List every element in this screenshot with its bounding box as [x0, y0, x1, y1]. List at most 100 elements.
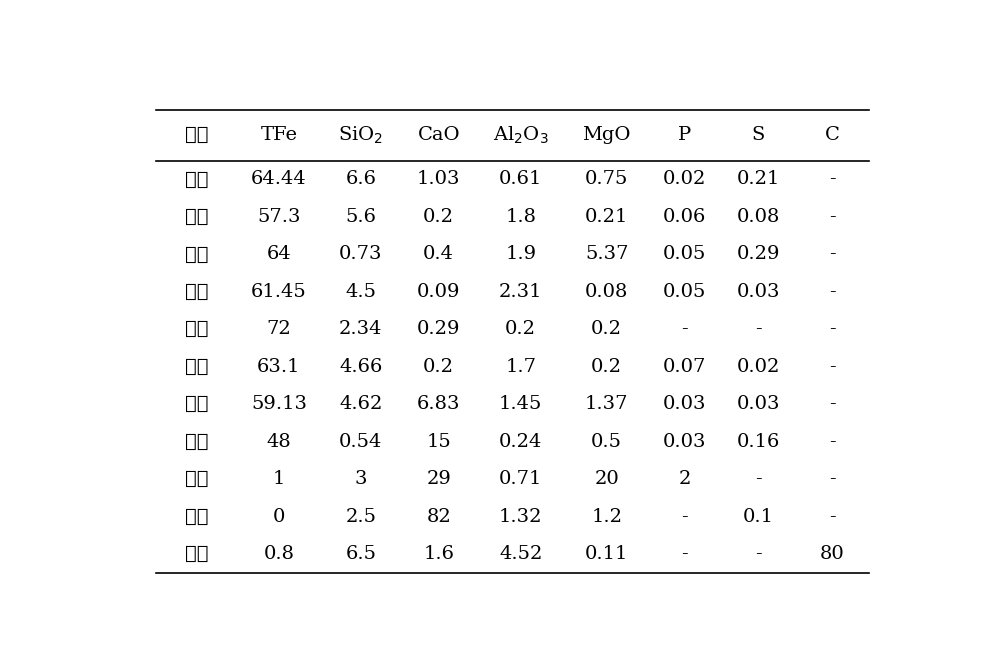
Text: CaO: CaO	[417, 126, 460, 144]
Text: 铁皮: 铁皮	[185, 321, 209, 338]
Text: 0.54: 0.54	[339, 433, 383, 451]
Text: 59.13: 59.13	[251, 395, 307, 413]
Text: 0.29: 0.29	[417, 321, 460, 338]
Text: 0.05: 0.05	[663, 283, 706, 301]
Text: 1: 1	[273, 471, 285, 488]
Text: 4.66: 4.66	[339, 358, 383, 376]
Text: C: C	[825, 126, 840, 144]
Text: 20: 20	[594, 471, 619, 488]
Text: 0.08: 0.08	[585, 283, 628, 301]
Text: 0.24: 0.24	[499, 433, 542, 451]
Text: 2.31: 2.31	[499, 283, 542, 301]
Text: Al$_2$O$_3$: Al$_2$O$_3$	[493, 125, 548, 146]
Text: 国王: 国王	[185, 208, 209, 226]
Text: -: -	[829, 471, 835, 488]
Text: 6.83: 6.83	[417, 395, 460, 413]
Text: -: -	[755, 471, 762, 488]
Text: 72: 72	[267, 321, 291, 338]
Text: 57.3: 57.3	[257, 208, 301, 226]
Text: 0.03: 0.03	[663, 433, 706, 451]
Text: 俄精: 俄精	[185, 245, 209, 264]
Text: 80: 80	[820, 545, 844, 563]
Text: 29: 29	[426, 471, 451, 488]
Text: 1.37: 1.37	[585, 395, 628, 413]
Text: 64.44: 64.44	[251, 171, 307, 188]
Text: 0.05: 0.05	[663, 245, 706, 264]
Text: 1.8: 1.8	[505, 208, 536, 226]
Text: 生灰: 生灰	[185, 508, 209, 525]
Text: 0.2: 0.2	[423, 208, 454, 226]
Text: 2: 2	[678, 471, 691, 488]
Text: 4.62: 4.62	[339, 395, 383, 413]
Text: -: -	[829, 245, 835, 264]
Text: -: -	[681, 508, 688, 525]
Text: 0.5: 0.5	[591, 433, 622, 451]
Text: 5.37: 5.37	[585, 245, 628, 264]
Text: 1.9: 1.9	[505, 245, 536, 264]
Text: 5.6: 5.6	[345, 208, 376, 226]
Text: 1.45: 1.45	[499, 395, 542, 413]
Text: 0.61: 0.61	[499, 171, 542, 188]
Text: 0.2: 0.2	[423, 358, 454, 376]
Text: 63.1: 63.1	[257, 358, 301, 376]
Text: 0.16: 0.16	[737, 433, 780, 451]
Text: 48: 48	[267, 433, 291, 451]
Text: -: -	[829, 395, 835, 413]
Text: 2.34: 2.34	[339, 321, 383, 338]
Text: 0.73: 0.73	[339, 245, 383, 264]
Text: -: -	[829, 283, 835, 301]
Text: 0.8: 0.8	[263, 545, 294, 563]
Text: -: -	[829, 208, 835, 226]
Text: 燃料: 燃料	[185, 545, 209, 563]
Text: 4.5: 4.5	[345, 283, 376, 301]
Text: 0.06: 0.06	[663, 208, 706, 226]
Text: -: -	[829, 171, 835, 188]
Text: 1.2: 1.2	[591, 508, 622, 525]
Text: 1.32: 1.32	[499, 508, 542, 525]
Text: -: -	[681, 321, 688, 338]
Text: 6.5: 6.5	[345, 545, 376, 563]
Text: -: -	[829, 433, 835, 451]
Text: 0: 0	[273, 508, 285, 525]
Text: 1.7: 1.7	[505, 358, 536, 376]
Text: 0.4: 0.4	[423, 245, 454, 264]
Text: 0.2: 0.2	[505, 321, 536, 338]
Text: 0.03: 0.03	[663, 395, 706, 413]
Text: 0.21: 0.21	[737, 171, 780, 188]
Text: 0.29: 0.29	[737, 245, 780, 264]
Text: 0.02: 0.02	[737, 358, 780, 376]
Text: -: -	[829, 508, 835, 525]
Text: 0.1: 0.1	[743, 508, 774, 525]
Text: TFe: TFe	[260, 126, 297, 144]
Text: S: S	[752, 126, 765, 144]
Text: 1.03: 1.03	[417, 171, 460, 188]
Text: 罗伊: 罗伊	[185, 283, 209, 301]
Text: 0.09: 0.09	[417, 283, 460, 301]
Text: SiO$_2$: SiO$_2$	[338, 125, 383, 146]
Text: P: P	[678, 126, 691, 144]
Text: 61.45: 61.45	[251, 283, 307, 301]
Text: 巴混: 巴混	[185, 358, 209, 376]
Text: -: -	[829, 321, 835, 338]
Text: 15: 15	[426, 433, 451, 451]
Text: 0.21: 0.21	[585, 208, 628, 226]
Text: MgO: MgO	[582, 126, 631, 144]
Text: 0.71: 0.71	[499, 471, 542, 488]
Text: -: -	[755, 545, 762, 563]
Text: 4.52: 4.52	[499, 545, 542, 563]
Text: -: -	[681, 545, 688, 563]
Text: 0.75: 0.75	[585, 171, 628, 188]
Text: 0.02: 0.02	[663, 171, 706, 188]
Text: 0.07: 0.07	[663, 358, 706, 376]
Text: 0.03: 0.03	[737, 283, 780, 301]
Text: 6.6: 6.6	[345, 171, 376, 188]
Text: 82: 82	[426, 508, 451, 525]
Text: 云石: 云石	[185, 471, 209, 488]
Text: 2.5: 2.5	[345, 508, 376, 525]
Text: 0.11: 0.11	[585, 545, 628, 563]
Text: 高返: 高返	[185, 395, 209, 413]
Text: 3: 3	[355, 471, 367, 488]
Text: 0.03: 0.03	[737, 395, 780, 413]
Text: 0.2: 0.2	[591, 358, 622, 376]
Text: 国精: 国精	[185, 171, 209, 188]
